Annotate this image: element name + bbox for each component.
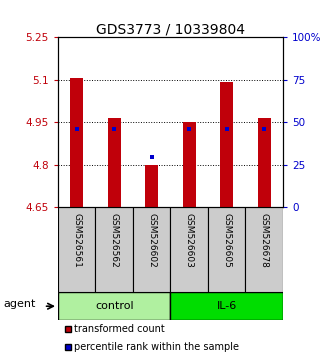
Bar	[220, 82, 233, 207]
Text: GSM526603: GSM526603	[185, 213, 194, 268]
Text: transformed count: transformed count	[74, 324, 165, 334]
Text: agent: agent	[3, 299, 36, 309]
Bar	[246, 207, 283, 292]
Bar	[95, 207, 133, 292]
Text: GSM526562: GSM526562	[110, 213, 119, 268]
Text: GSM526678: GSM526678	[260, 213, 269, 268]
Bar	[133, 207, 170, 292]
Text: GSM526561: GSM526561	[72, 213, 81, 268]
Bar	[70, 78, 83, 207]
Bar	[145, 165, 158, 207]
Bar	[58, 207, 95, 292]
Bar	[258, 118, 271, 207]
Bar	[183, 122, 196, 207]
Bar	[170, 292, 283, 320]
Bar	[208, 207, 246, 292]
Bar	[108, 118, 121, 207]
Bar	[58, 292, 170, 320]
Bar	[170, 207, 208, 292]
Text: GSM526602: GSM526602	[147, 213, 156, 268]
Text: percentile rank within the sample: percentile rank within the sample	[74, 342, 239, 352]
Text: GSM526605: GSM526605	[222, 213, 231, 268]
Title: GDS3773 / 10339804: GDS3773 / 10339804	[96, 22, 245, 36]
Text: control: control	[95, 301, 133, 311]
Text: IL-6: IL-6	[216, 301, 237, 311]
